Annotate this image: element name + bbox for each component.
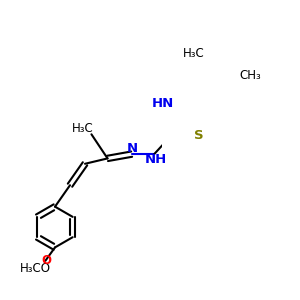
Text: S: S [194,129,204,142]
Text: HN: HN [152,97,174,110]
Text: O: O [41,254,51,267]
Text: N: N [127,142,138,155]
Text: CH₃: CH₃ [239,69,261,82]
Text: NH: NH [145,153,167,166]
Text: H₃CO: H₃CO [20,262,51,275]
Text: H₃C: H₃C [182,47,204,60]
Text: H₃C: H₃C [72,122,94,135]
